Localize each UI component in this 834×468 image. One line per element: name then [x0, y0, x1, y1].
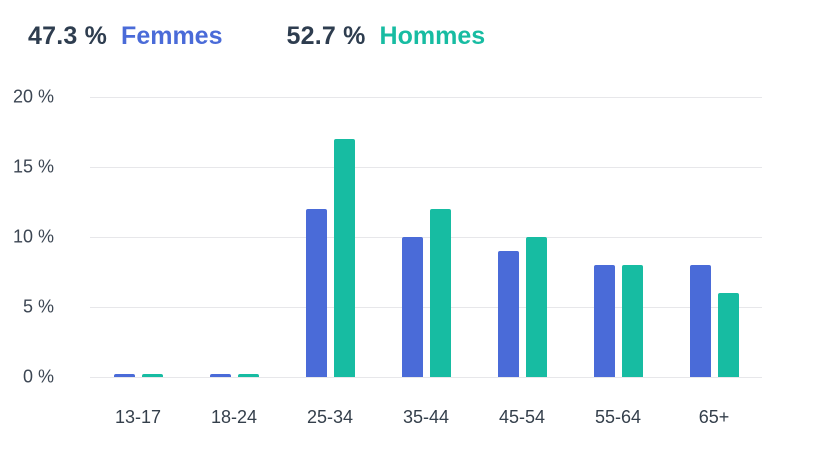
- x-tick-label-18-24: 18-24: [210, 407, 258, 427]
- femmes-label: Femmes: [121, 22, 223, 50]
- gridline: [90, 237, 762, 238]
- plot-area: [90, 97, 762, 377]
- bar-group-55-64: [593, 97, 643, 377]
- y-tick-label: 5 %: [22, 296, 54, 317]
- legend-item-hommes: 52.7 % Hommes: [287, 22, 486, 51]
- hommes-label: Hommes: [379, 22, 486, 50]
- hommes-percent: 52.7 %: [286, 22, 366, 50]
- y-tick-label: 10 %: [12, 226, 54, 247]
- y-tick-label: 0 %: [22, 366, 54, 387]
- bar-femmes-35-44[interactable]: [401, 237, 423, 377]
- bar-femmes-45-54[interactable]: [497, 251, 519, 377]
- x-tick-label-55-64: 55-64: [594, 407, 642, 427]
- x-tick-label-65+: 65+: [698, 407, 730, 427]
- bar-group-18-24: [209, 97, 259, 377]
- bar-group-13-17: [113, 97, 163, 377]
- bar-femmes-65+[interactable]: [689, 265, 711, 377]
- x-tick-label-13-17: 13-17: [114, 407, 162, 427]
- bar-hommes-45-54[interactable]: [525, 237, 547, 377]
- bar-hommes-35-44[interactable]: [429, 209, 451, 377]
- gridline: [90, 97, 762, 98]
- y-tick-label: 20 %: [12, 86, 54, 107]
- bar-femmes-13-17[interactable]: [113, 374, 135, 377]
- bar-femmes-55-64[interactable]: [593, 265, 615, 377]
- y-axis: 20 % 15 % 10 % 5 % 0 %: [0, 87, 58, 387]
- x-tick-label-35-44: 35-44: [402, 407, 450, 427]
- x-axis: 13-17 18-24 25-34 35-44 45-54 55-64 65+: [90, 407, 762, 428]
- gridline: [90, 167, 762, 168]
- bar-hommes-25-34[interactable]: [333, 139, 355, 377]
- bar-femmes-18-24[interactable]: [209, 374, 231, 377]
- bar-hommes-18-24[interactable]: [237, 374, 259, 377]
- bar-hommes-55-64[interactable]: [621, 265, 643, 377]
- gridline: [90, 377, 762, 378]
- bar-group-35-44: [401, 97, 451, 377]
- bar-femmes-25-34[interactable]: [305, 209, 327, 377]
- bar-group-65+: [689, 97, 739, 377]
- x-tick-label-45-54: 45-54: [498, 407, 546, 427]
- gridline: [90, 307, 762, 308]
- legend: 47.3 % Femmes 52.7 % Hommes: [28, 22, 485, 51]
- y-tick-label: 15 %: [12, 156, 54, 177]
- bar-hommes-13-17[interactable]: [141, 374, 163, 377]
- x-tick-label-25-34: 25-34: [306, 407, 354, 427]
- bar-hommes-65+[interactable]: [717, 293, 739, 377]
- legend-item-femmes: 47.3 % Femmes: [28, 22, 223, 51]
- bar-group-45-54: [497, 97, 547, 377]
- bar-group-25-34: [305, 97, 355, 377]
- plot-wrap: [90, 97, 762, 378]
- femmes-percent: 47.3 %: [28, 22, 108, 50]
